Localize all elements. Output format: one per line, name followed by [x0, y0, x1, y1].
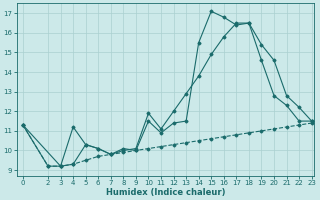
X-axis label: Humidex (Indice chaleur): Humidex (Indice chaleur) [106, 188, 225, 197]
